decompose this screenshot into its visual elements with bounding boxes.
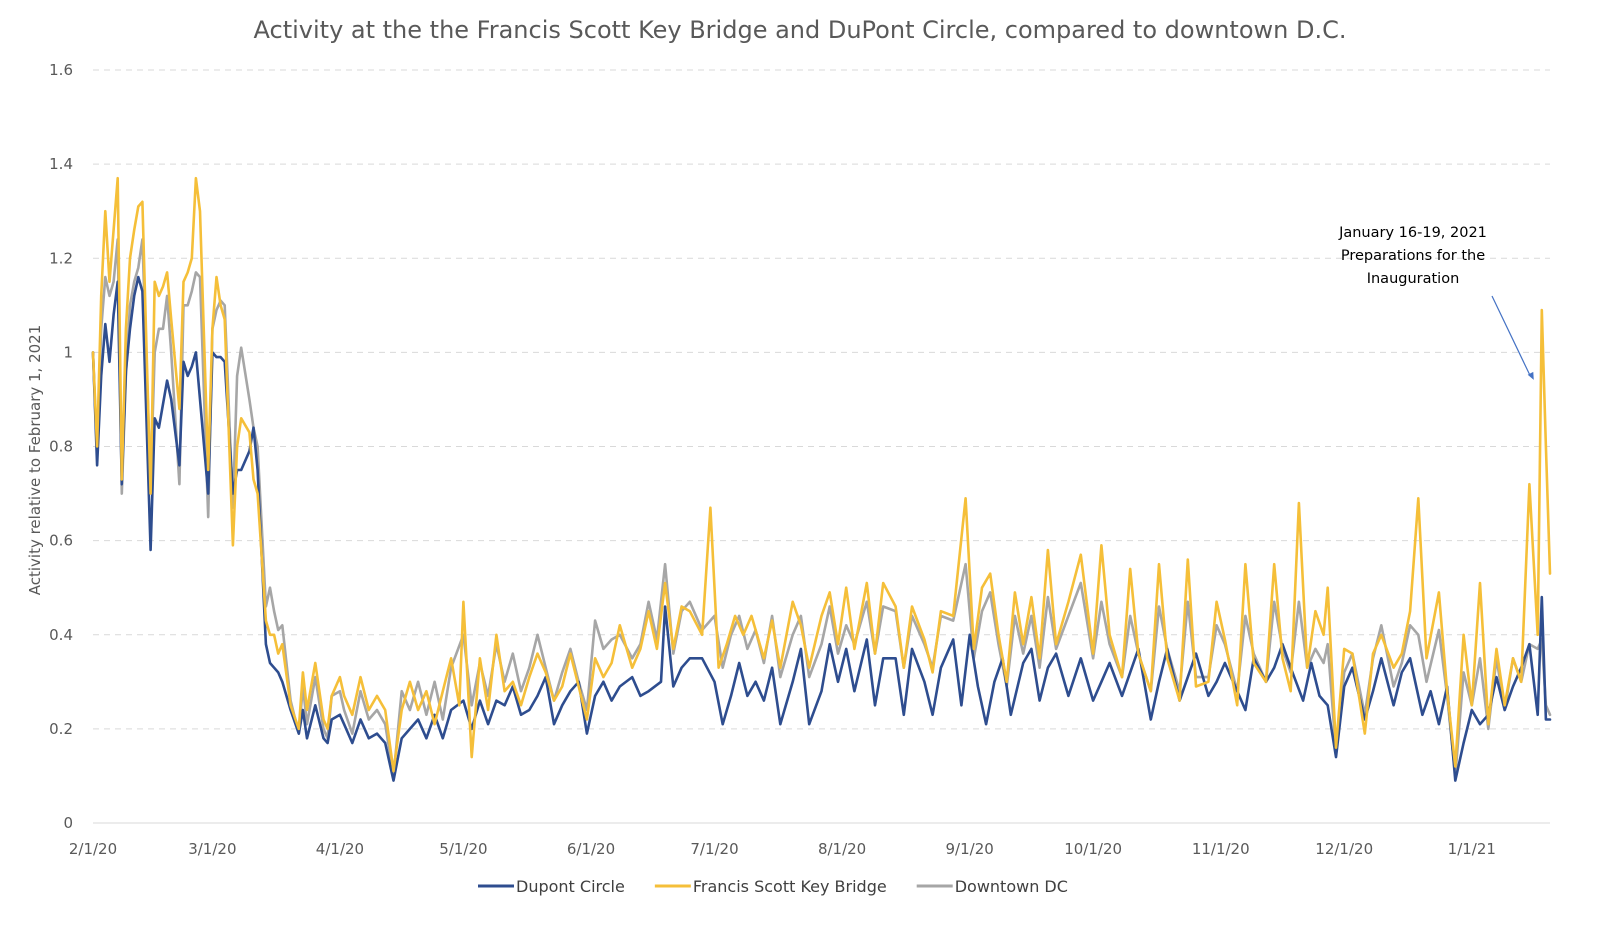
x-tick-label: 8/1/20: [818, 840, 866, 858]
legend-label: Downtown DC: [955, 877, 1068, 896]
series-line-downtown-dc: [91, 238, 1552, 778]
chart-title: Activity at the the Francis Scott Key Br…: [254, 16, 1347, 44]
x-tick-label: 6/1/20: [567, 840, 615, 858]
y-tick-label: 0.6: [49, 532, 73, 550]
y-tick-label: 0.2: [49, 720, 73, 738]
x-tick-label: 3/1/20: [188, 840, 236, 858]
annotation-arrow: [1491, 295, 1531, 376]
x-tick-label: 5/1/20: [439, 840, 487, 858]
x-tick-label: 11/1/20: [1192, 840, 1250, 858]
x-tick-label: 9/1/20: [946, 840, 994, 858]
series-line-francis-scott-key-bridge: [91, 176, 1552, 773]
x-tick-label: 10/1/20: [1064, 840, 1122, 858]
x-tick-label: 12/1/20: [1315, 840, 1373, 858]
y-tick-label: 0.8: [49, 438, 73, 456]
x-axis-ticks: 2/1/20 3/1/20 4/1/20 5/1/20 6/1/20 7/1/20 8/1/…: [69, 840, 1496, 858]
x-tick-label: 7/1/20: [690, 840, 738, 858]
y-tick-label: 1: [63, 343, 73, 361]
y-tick-label: 1.6: [49, 61, 73, 79]
y-tick-label: 0: [63, 814, 73, 832]
annotation-text: January 16-19, 2021: [1338, 225, 1487, 241]
annotation-text: Preparations for the: [1341, 248, 1485, 264]
legend: Dupont Circle Francis Scott Key Bridge Dow…: [478, 877, 1068, 896]
annotation-arrow-head: [1527, 371, 1534, 380]
annotation-text: Inauguration: [1367, 271, 1460, 287]
x-tick-label: 1/1/21: [1448, 840, 1496, 858]
x-tick-label: 2/1/20: [69, 840, 117, 858]
x-tick-label: 4/1/20: [316, 840, 364, 858]
y-tick-label: 1.4: [49, 155, 73, 173]
annotation: January 16-19, 2021 Preparations for the I…: [1338, 225, 1534, 380]
legend-label: Francis Scott Key Bridge: [693, 877, 887, 896]
gridlines: [93, 69, 1550, 824]
series-lines: [91, 176, 1552, 782]
y-tick-label: 1.2: [49, 249, 73, 267]
y-axis-label: Activity relative to February 1, 2021: [26, 325, 44, 596]
y-tick-label: 0.4: [49, 626, 73, 644]
legend-label: Dupont Circle: [516, 877, 625, 896]
y-axis-ticks: 0 0.2 0.4 0.6 0.8 1 1.2 1.4 1.6: [49, 61, 73, 832]
